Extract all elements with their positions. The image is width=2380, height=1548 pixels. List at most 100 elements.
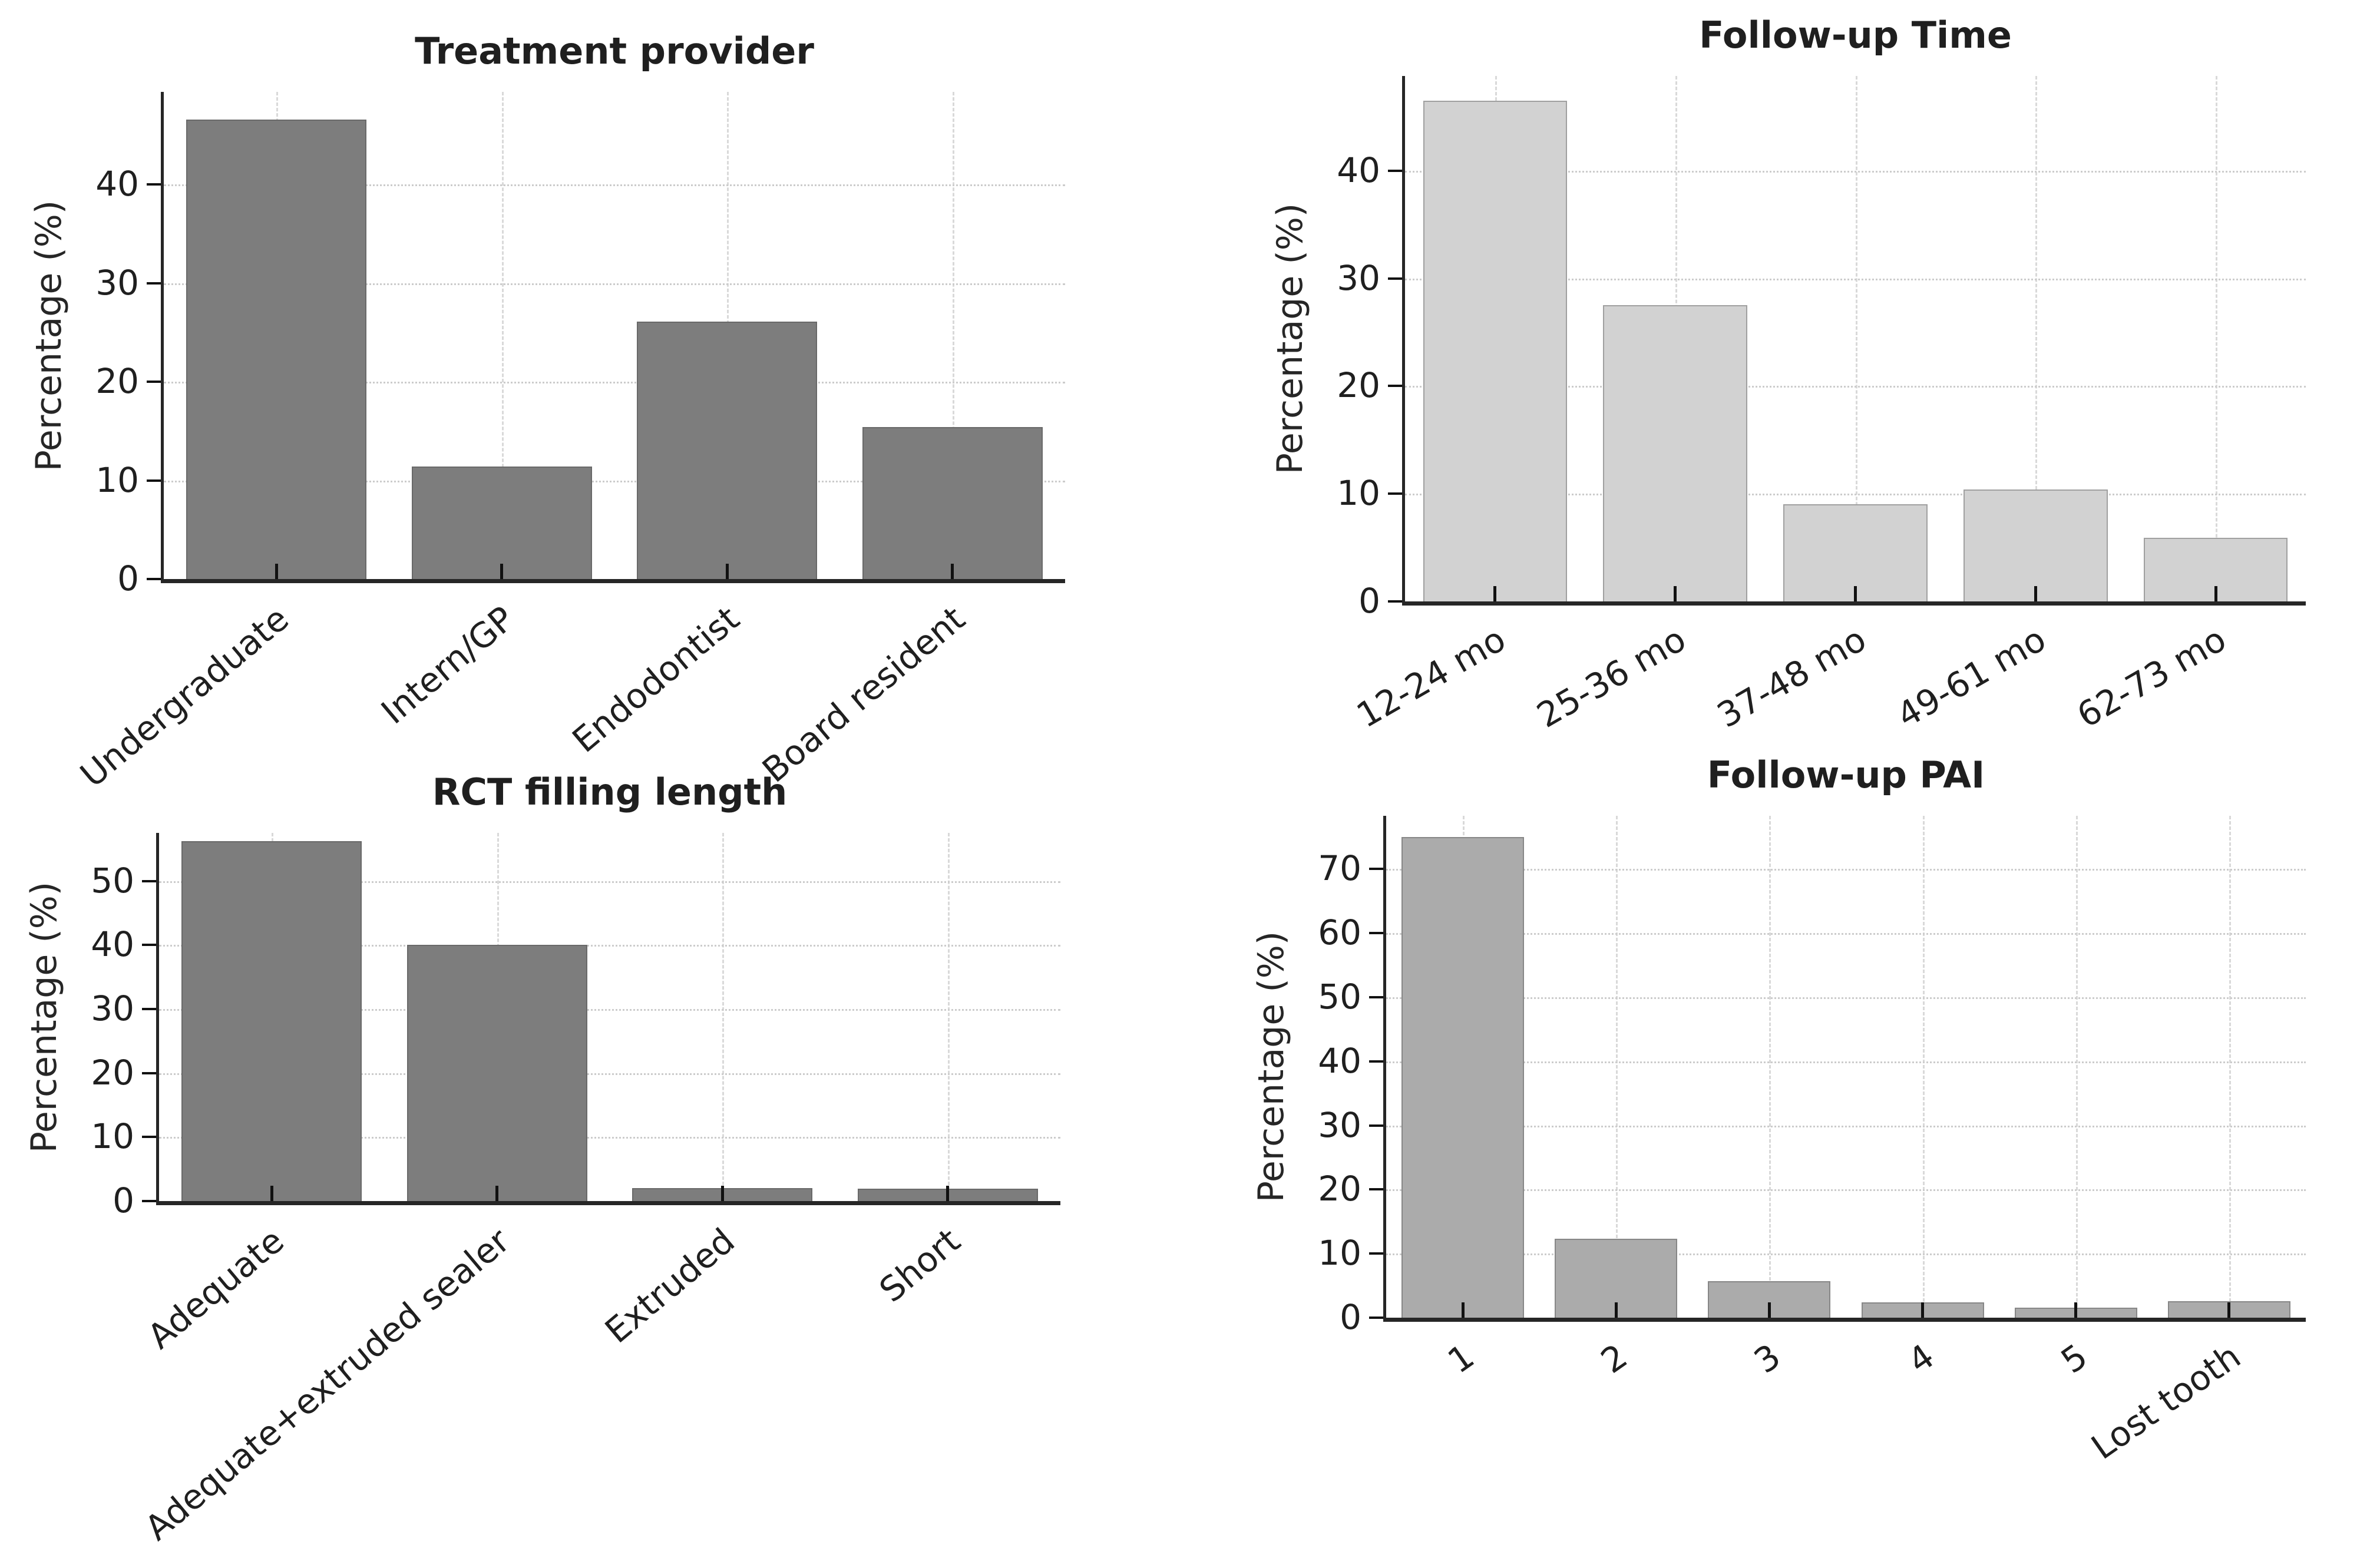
horizontal-gridline — [1386, 1125, 2306, 1127]
vertical-gridline — [272, 833, 274, 1201]
y-tick-label: 20 — [95, 361, 139, 402]
vertical-gridline — [1769, 816, 1771, 1318]
y-axis-spine — [161, 92, 164, 583]
vertical-gridline — [1495, 76, 1497, 601]
x-tick-mark — [720, 1186, 724, 1201]
x-tick-mark — [500, 564, 504, 579]
y-tick-mark — [147, 578, 161, 580]
y-tick-label: 30 — [95, 262, 139, 303]
x-tick-mark — [2214, 586, 2217, 601]
x-tick-mark — [1614, 1302, 1618, 1318]
y-tick-label: 30 — [1318, 1104, 1361, 1145]
x-tick-mark — [2227, 1302, 2231, 1318]
x-tick-mark — [1674, 586, 1677, 601]
bar-treatment-provider-0 — [186, 119, 367, 579]
chart-rct-filling-length: Adequate Adequate+extruded sealer Extruded… — [24, 774, 1060, 1548]
y-tick-label: 40 — [1318, 1040, 1361, 1081]
x-tick-label: 62-73 mo — [2070, 618, 2233, 736]
x-tick-mark — [1854, 586, 1857, 601]
chart-follow-up-pai: 1 2 3 4 5 Lost tooth 0 10 20 30 40 50 60 70 Follow-up … — [1251, 757, 2306, 1467]
x-tick-label: Extruded — [597, 1220, 743, 1351]
vertical-gridline — [727, 92, 729, 579]
y-tick-label: 0 — [117, 558, 139, 598]
y-tick-mark — [1369, 1124, 1383, 1127]
y-tick-mark — [142, 1136, 156, 1139]
y-tick-label: 0 — [1358, 580, 1380, 621]
horizontal-gridline — [159, 945, 1060, 947]
x-tick-mark — [495, 1186, 499, 1201]
bar-follow-up-pai-3 — [1861, 1302, 1984, 1318]
y-axis-spine — [1402, 76, 1405, 606]
x-tick-label: 25-36 mo — [1530, 618, 1693, 736]
vertical-gridline — [1616, 816, 1618, 1318]
horizontal-gridline — [164, 382, 1065, 384]
y-tick-mark — [1369, 1252, 1383, 1255]
y-tick-label: 70 — [1318, 848, 1361, 889]
y-tick-label: 10 — [91, 1116, 134, 1157]
y-tick-mark — [142, 1200, 156, 1202]
vertical-gridline — [722, 833, 725, 1201]
horizontal-gridline — [1386, 1253, 2306, 1256]
horizontal-gridline — [1386, 1061, 2306, 1063]
y-axis-label: Percentage (%) — [28, 200, 70, 471]
horizontal-gridline — [1405, 170, 2306, 173]
x-tick-label: 1 — [1440, 1336, 1482, 1382]
y-tick-label: 20 — [91, 1052, 134, 1093]
horizontal-gridline — [164, 283, 1065, 285]
x-tick-label: Intern/GP — [373, 598, 522, 732]
y-tick-mark — [1388, 385, 1402, 388]
y-tick-label: 0 — [1340, 1296, 1361, 1337]
horizontal-gridline — [1386, 997, 2306, 999]
y-tick-label: 40 — [1337, 150, 1380, 190]
x-tick-mark — [2074, 1302, 2078, 1318]
x-tick-label: Adequate+extruded sealer — [137, 1220, 517, 1548]
vertical-gridline — [2216, 76, 2218, 601]
y-tick-mark — [147, 381, 161, 383]
x-tick-mark — [2034, 586, 2037, 601]
horizontal-gridline — [1386, 933, 2306, 935]
y-tick-mark — [1369, 1188, 1383, 1191]
x-tick-mark — [1921, 1302, 1925, 1318]
horizontal-gridline — [1386, 869, 2306, 871]
x-tick-mark — [1767, 1302, 1771, 1318]
x-tick-label: Board resident — [754, 598, 973, 790]
x-axis-spine — [1383, 1318, 2306, 1322]
bar-follow-up-time-0 — [1423, 101, 1568, 601]
vertical-gridline — [952, 92, 954, 579]
y-tick-mark — [1388, 492, 1402, 495]
x-tick-label: Short — [871, 1220, 968, 1311]
vertical-gridline — [1463, 816, 1465, 1318]
y-tick-mark — [147, 282, 161, 285]
y-tick-mark — [1388, 277, 1402, 280]
horizontal-gridline — [1386, 1189, 2306, 1192]
y-tick-label: 10 — [1318, 1233, 1361, 1274]
bar-follow-up-pai-0 — [1401, 836, 1525, 1318]
vertical-gridline — [497, 833, 499, 1201]
y-tick-mark — [142, 1007, 156, 1010]
x-tick-mark — [725, 564, 729, 579]
x-tick-label: 5 — [2054, 1336, 2095, 1382]
x-tick-label: 37-48 mo — [1710, 618, 1873, 736]
y-tick-label: 20 — [1337, 365, 1380, 406]
x-tick-label: 4 — [1900, 1336, 1942, 1382]
x-tick-mark — [1493, 586, 1497, 601]
y-tick-label: 50 — [91, 860, 134, 901]
bar-follow-up-time-4 — [2143, 538, 2288, 601]
horizontal-gridline — [1405, 386, 2306, 388]
y-tick-mark — [1388, 169, 1402, 172]
bar-follow-up-time-3 — [1963, 489, 2108, 601]
vertical-gridline — [947, 833, 950, 1201]
bar-follow-up-pai-1 — [1555, 1239, 1678, 1318]
bar-rct-filling-length-3 — [857, 1189, 1038, 1201]
vertical-gridline — [1855, 76, 1857, 601]
x-tick-label: Lost tooth — [2084, 1336, 2248, 1467]
x-axis-spine — [161, 579, 1065, 583]
bar-treatment-provider-1 — [411, 467, 592, 579]
y-tick-label: 60 — [1318, 912, 1361, 952]
y-tick-label: 30 — [1337, 257, 1380, 298]
y-tick-label: 40 — [95, 164, 139, 204]
y-tick-label: 40 — [91, 924, 134, 965]
x-tick-label: Adequate — [140, 1220, 292, 1357]
horizontal-gridline — [159, 1073, 1060, 1075]
bar-rct-filling-length-0 — [181, 841, 362, 1201]
